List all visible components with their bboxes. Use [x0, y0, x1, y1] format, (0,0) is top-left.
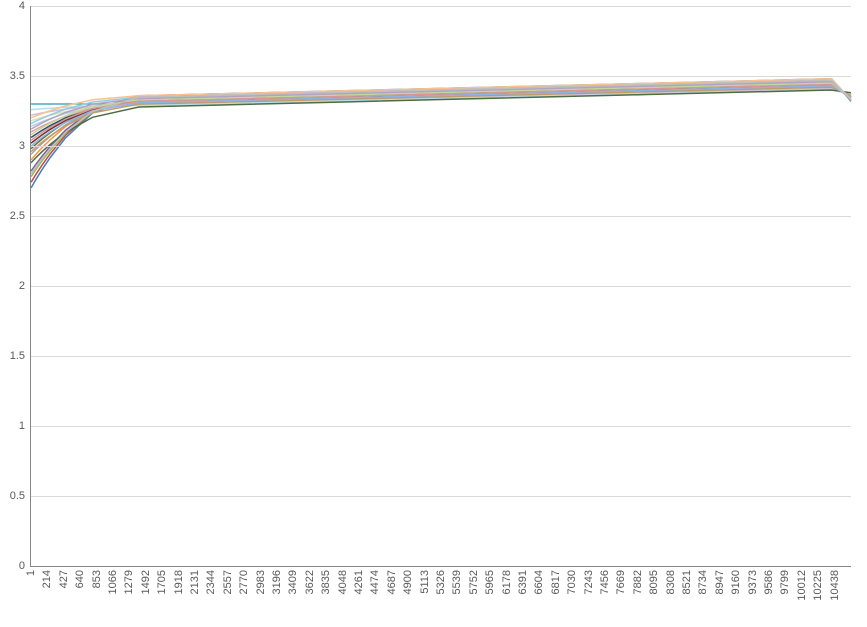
x-tick-label: 1492	[140, 566, 152, 594]
grid-line	[31, 286, 851, 287]
x-tick-label: 2344	[205, 566, 217, 594]
x-tick-label: 7669	[615, 566, 627, 594]
x-tick-label: 1279	[123, 566, 135, 594]
x-tick-label: 2770	[238, 566, 250, 594]
x-tick-label: 1918	[173, 566, 185, 594]
x-tick-label: 5539	[451, 566, 463, 594]
y-tick-label: 1.5	[10, 350, 31, 362]
x-tick-label: 7882	[632, 566, 644, 594]
x-tick-label: 3835	[320, 566, 332, 594]
grid-line	[31, 216, 851, 217]
grid-line	[31, 496, 851, 497]
x-tick-label: 5113	[419, 566, 431, 594]
x-tick-label: 6817	[550, 566, 562, 594]
x-tick-label: 5752	[468, 566, 480, 594]
grid-line	[31, 6, 851, 7]
x-tick-label: 6604	[533, 566, 545, 594]
y-tick-label: 2.5	[10, 210, 31, 222]
x-tick-label: 640	[74, 566, 86, 588]
x-tick-label: 9160	[730, 566, 742, 594]
x-tick-label: 8095	[648, 566, 660, 594]
x-tick-label: 8734	[697, 566, 709, 594]
line-chart: 00.511.522.533.5412144276408531066127914…	[0, 0, 867, 627]
y-tick-label: 1	[19, 420, 31, 432]
x-tick-label: 10438	[829, 566, 841, 601]
x-tick-label: 4687	[386, 566, 398, 594]
y-tick-label: 0.5	[10, 490, 31, 502]
x-tick-label: 1705	[156, 566, 168, 594]
x-tick-label: 6391	[517, 566, 529, 594]
x-tick-label: 1066	[107, 566, 119, 594]
x-tick-label: 5326	[435, 566, 447, 594]
x-tick-label: 7456	[599, 566, 611, 594]
x-tick-label: 853	[91, 566, 103, 588]
grid-line	[31, 426, 851, 427]
x-tick-label: 9586	[763, 566, 775, 594]
x-tick-label: 8308	[665, 566, 677, 594]
x-tick-label: 1	[25, 566, 37, 576]
x-tick-label: 6178	[501, 566, 513, 594]
x-tick-label: 8521	[681, 566, 693, 594]
x-tick-label: 2557	[222, 566, 234, 594]
x-tick-label: 4474	[369, 566, 381, 594]
y-tick-label: 3	[19, 140, 31, 152]
x-tick-label: 214	[41, 566, 53, 588]
x-tick-label: 2983	[255, 566, 267, 594]
x-tick-label: 10225	[812, 566, 824, 601]
x-tick-label: 5965	[484, 566, 496, 594]
x-tick-label: 4261	[353, 566, 365, 594]
x-tick-label: 7243	[583, 566, 595, 594]
x-tick-label: 9373	[747, 566, 759, 594]
x-tick-label: 3622	[304, 566, 316, 594]
x-tick-label: 7030	[566, 566, 578, 594]
y-tick-label: 4	[19, 0, 31, 12]
grid-line	[31, 76, 851, 77]
x-tick-label: 9799	[779, 566, 791, 594]
y-tick-label: 2	[19, 280, 31, 292]
x-tick-label: 10012	[796, 566, 808, 601]
x-tick-label: 3196	[271, 566, 283, 594]
x-tick-label: 2131	[189, 566, 201, 594]
x-tick-label: 8947	[714, 566, 726, 594]
grid-line	[31, 146, 851, 147]
x-tick-label: 4048	[337, 566, 349, 594]
x-tick-label: 4900	[402, 566, 414, 594]
y-tick-label: 3.5	[10, 70, 31, 82]
x-tick-label: 3409	[287, 566, 299, 594]
grid-line	[31, 356, 851, 357]
x-tick-label: 427	[58, 566, 70, 588]
plot-area: 00.511.522.533.5412144276408531066127914…	[30, 6, 851, 567]
